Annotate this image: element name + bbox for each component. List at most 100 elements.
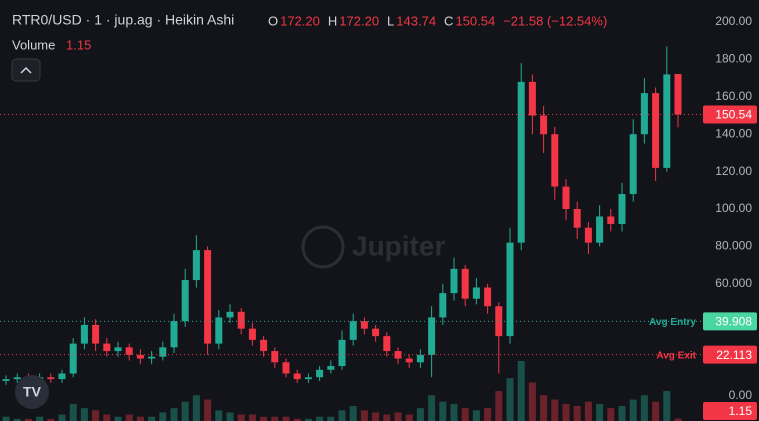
candle-body (2, 379, 10, 381)
price-line-badge-text: 39.908 (715, 315, 752, 329)
y-tick-label: 200.00 (715, 14, 752, 28)
candle-body (629, 134, 637, 195)
y-tick-label: 80.000 (715, 239, 752, 253)
candle-body (271, 351, 279, 363)
button-box[interactable] (11, 58, 41, 82)
watermark-text: Jupiter (352, 230, 445, 261)
volume-bar (416, 408, 424, 421)
volume-bar (36, 416, 44, 421)
candle-body (416, 354, 424, 363)
candle-body (607, 216, 615, 224)
volume-bar (103, 414, 111, 421)
volume-bar (226, 412, 234, 421)
legend-value: 172.20 (339, 13, 379, 28)
volume-bar (596, 403, 604, 421)
candle-body (170, 321, 178, 348)
legend-value: 150.54 (455, 13, 495, 28)
volume-bar (461, 408, 469, 421)
volume-bar (69, 403, 77, 421)
price-line-label: Avg Entry (649, 317, 696, 328)
candle-body (125, 347, 133, 355)
volume-bar (237, 414, 245, 421)
volume-bar (607, 408, 615, 421)
candle-body (226, 311, 234, 318)
volume-bar (148, 416, 156, 421)
volume-bar (562, 403, 570, 421)
volume-value: 1.15 (66, 37, 91, 52)
candle-body (383, 336, 391, 352)
candle-body (584, 227, 592, 243)
volume-bar (136, 416, 144, 421)
logo-bg (15, 375, 49, 409)
volume-bar (2, 416, 10, 421)
volume-bar (282, 416, 290, 421)
logo-text: TV (23, 384, 42, 400)
candle-body (562, 186, 570, 210)
candle-body (674, 74, 682, 115)
candle-body (372, 328, 380, 337)
candle-body (652, 93, 660, 168)
volume-bar (652, 401, 660, 421)
volume-bar (450, 403, 458, 421)
tv-logo: TV (15, 375, 49, 409)
volume-bar (584, 401, 592, 421)
volume-bar (125, 414, 133, 421)
volume-bar (80, 408, 88, 421)
candle-body (248, 328, 256, 340)
y-tick-label: 180.00 (715, 52, 752, 66)
price-line-badge (703, 312, 757, 331)
last-price-badge (703, 105, 757, 124)
volume-bar (629, 399, 637, 421)
ohlc-legend: O 172.20 H 172.20 L 143.74 C 150.54 −21.58 (−12.… (268, 13, 607, 28)
volume-bar (551, 399, 559, 421)
volume-bar (439, 401, 447, 421)
legend-key: O (268, 13, 278, 28)
volume-bar (349, 406, 357, 421)
volume-bar (92, 410, 100, 421)
legend-key: C (444, 13, 453, 28)
chevron-icon (20, 66, 32, 74)
candle-body (69, 343, 77, 374)
candle-body (472, 287, 480, 299)
candle-body (80, 324, 88, 344)
volume-badge (703, 402, 757, 420)
candle-body (528, 81, 536, 116)
candle-body (316, 369, 324, 378)
candle-body (92, 324, 100, 344)
price-line-label: Avg Exit (656, 350, 696, 361)
volume-bar (248, 414, 256, 421)
volume-bar (204, 399, 212, 421)
volume-bar (13, 418, 21, 421)
candle-body (13, 377, 21, 380)
candle-body (181, 280, 189, 322)
price-line-badge (703, 345, 757, 364)
candle-body (260, 339, 268, 352)
candle-body (103, 343, 111, 352)
candle-body (136, 354, 144, 359)
volume-bar (114, 416, 122, 421)
candle-body (517, 81, 525, 243)
volume-bar (495, 391, 503, 421)
candle-body (405, 358, 413, 363)
collapse-button[interactable] (11, 58, 41, 82)
candle-body (540, 115, 548, 135)
volume-bar (540, 395, 548, 421)
candle-body (47, 377, 55, 380)
legend-change: −21.58 (−12.54%) (503, 13, 607, 28)
y-tick-label: 120.00 (715, 164, 752, 178)
volume-bar (506, 378, 514, 421)
volume-bar (192, 395, 200, 421)
candle-body (204, 250, 212, 344)
candle-body (338, 339, 346, 367)
watermark-logo (301, 225, 345, 269)
plot (2, 46, 682, 421)
candle-body (215, 317, 223, 344)
volume-bar (293, 418, 301, 421)
volume-bar (405, 414, 413, 421)
candle-body (495, 306, 503, 337)
volume-bar (304, 418, 312, 421)
y-tick-label: 60.000 (715, 276, 752, 290)
legend-key: L (387, 13, 394, 28)
candle-body (192, 250, 200, 281)
